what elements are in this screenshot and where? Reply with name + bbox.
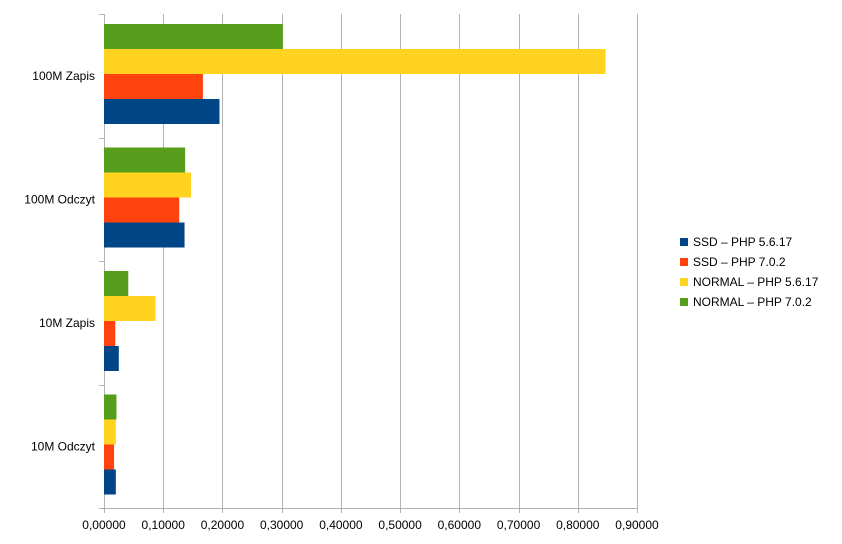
bar-2-series-0 [104,346,119,371]
bars-layer [104,24,606,495]
x-tick-label: 0,50000 [378,518,422,532]
bar-3-series-3 [104,394,117,420]
legend: SSD – PHP 5.6.17 SSD – PHP 7.0.2 NORMAL – … [680,235,819,309]
category-label: 10M Odczyt [31,439,96,453]
legend-label-0: SSD – PHP 5.6.17 [693,235,792,249]
bar-1-series-1 [104,197,180,223]
legend-swatch-1 [680,258,688,266]
bar-1-series-0 [104,222,185,248]
x-tick-label: 0,70000 [497,518,541,532]
axis-layer: 100M Zapis 100M Odczyt 10M Zapis 10M Odczyt… [24,14,659,532]
x-tick-label: 0,60000 [438,518,482,532]
legend-swatch-0 [680,238,688,246]
legend-swatch-3 [680,298,688,306]
x-tick-label: 0,90000 [615,518,659,532]
bar-2-series-1 [104,321,116,346]
bar-3-series-0 [104,469,116,495]
category-label: 100M Zapis [32,69,95,83]
category-label: 10M Zapis [39,316,95,330]
x-tick-label: 0,20000 [201,518,245,532]
legend-label-3: NORMAL – PHP 7.0.2 [693,295,812,309]
legend-label-2: NORMAL – PHP 5.6.17 [693,275,819,289]
x-tick-label: 0,40000 [319,518,363,532]
bar-0-series-0 [104,99,220,124]
x-tick-label: 0,30000 [260,518,304,532]
legend-swatch-2 [680,278,688,286]
category-label: 100M Odczyt [24,192,95,206]
legend-label-1: SSD – PHP 7.0.2 [693,255,786,269]
x-tick-label: 0,00000 [82,518,126,532]
bar-2-series-3 [104,271,129,296]
x-tick-label: 0,80000 [556,518,600,532]
bar-0-series-1 [104,74,203,99]
bar-0-series-3 [104,24,283,49]
bar-2-series-2 [104,296,156,321]
bar-3-series-1 [104,444,115,470]
bar-0-series-2 [104,49,606,74]
bar-1-series-3 [104,147,186,173]
x-tick-label: 0,10000 [142,518,186,532]
bar-3-series-2 [104,419,116,445]
bar-1-series-2 [104,172,192,198]
